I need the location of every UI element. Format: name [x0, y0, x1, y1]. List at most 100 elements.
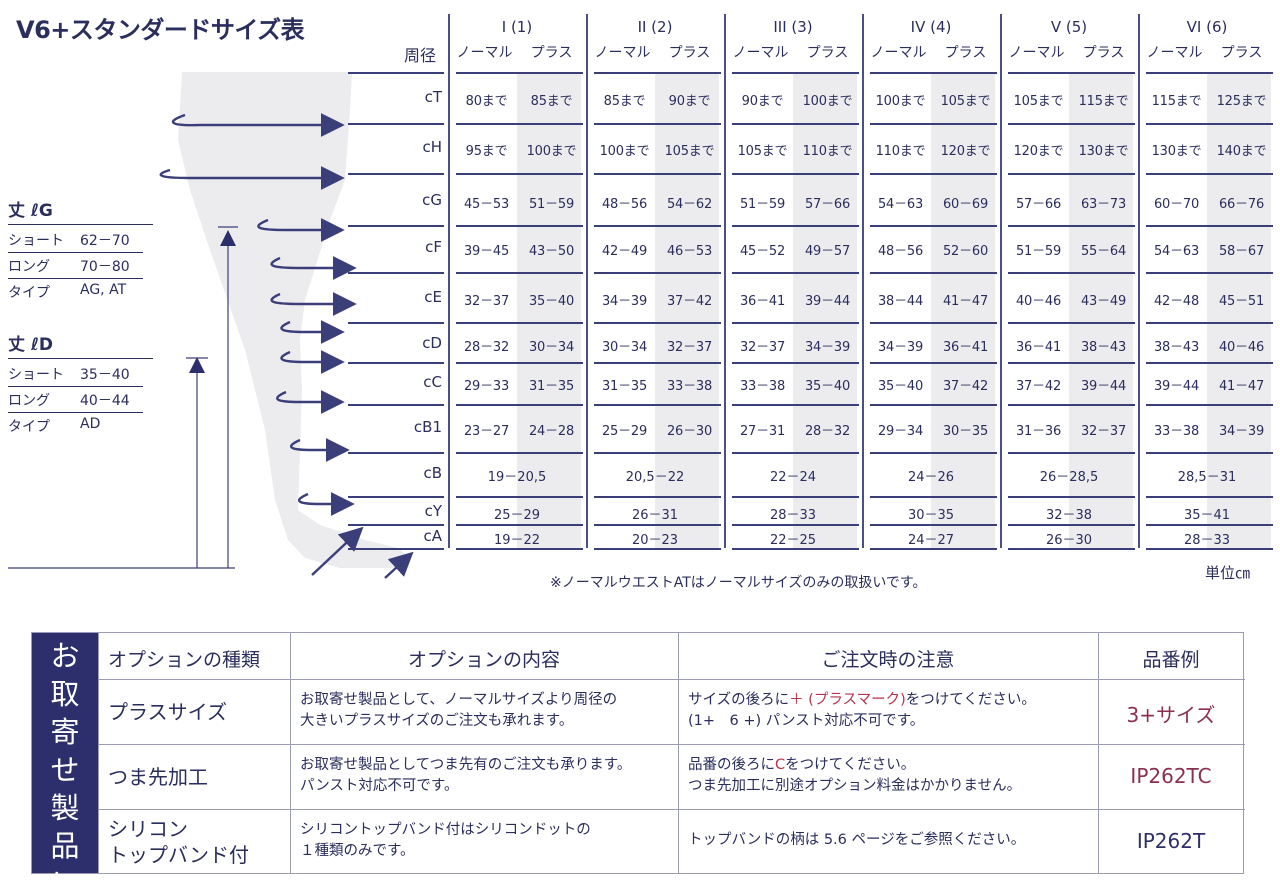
size-cell: 90まで	[668, 94, 711, 109]
size-cell: 120まで	[940, 144, 991, 159]
size-cell: 105まで	[737, 144, 788, 159]
size-cell: 32－37	[1080, 424, 1127, 439]
row-divider	[456, 322, 583, 324]
group-divider	[448, 14, 450, 548]
size-cell: 28－32	[804, 424, 851, 439]
size-cell-merged: 20－23	[631, 533, 679, 548]
size-cell: 33－38	[739, 379, 786, 394]
option-toe-notice: 品番の後ろにCをつけてください。 つま先加工に別途オプション料金はかかりません。	[688, 757, 1022, 794]
length-g-row: タイプ AG, AT	[8, 282, 127, 301]
length-d-title: 丈 ℓD	[8, 335, 54, 355]
circ-arrow-cf	[270, 256, 357, 280]
length-g-block: 丈 ℓG ショート 62－70 ロング 70－80 タイプ AG, AT	[8, 196, 153, 306]
diag-arrow-right	[384, 551, 414, 579]
row-divider	[594, 496, 721, 498]
size-cell: 37－42	[942, 379, 989, 394]
size-cell: 85まで	[530, 94, 573, 109]
circ-arrow-cg	[257, 218, 345, 242]
group-divider	[862, 14, 864, 548]
size-cell: 105まで	[1013, 94, 1064, 109]
size-cell: 37－42	[1015, 379, 1062, 394]
row-divider	[1146, 225, 1273, 227]
size-cell-merged: 24－27	[907, 533, 955, 548]
size-cell: 42－49	[601, 244, 648, 259]
group-divider	[1000, 14, 1002, 548]
size-cell: 60－70	[1153, 197, 1200, 212]
circ-arrow-cb	[289, 438, 350, 462]
row-divider	[732, 452, 859, 454]
row-divider	[1008, 524, 1135, 526]
plus-column-shade	[517, 72, 581, 548]
row-divider	[456, 496, 583, 498]
size-cell-merged: 22－25	[769, 533, 817, 548]
options-header-content: オプションの内容	[407, 649, 560, 671]
size-cell: 41－47	[942, 294, 989, 309]
circ-arrow-cy	[297, 492, 355, 516]
size-cell: 100まで	[599, 144, 650, 159]
row-divider	[732, 72, 859, 74]
size-cell: 100まで	[802, 94, 853, 109]
side-label-char: 製	[50, 791, 80, 825]
size-cell: 58－67	[1218, 244, 1265, 259]
options-header-notice: ご注文時の注意	[821, 649, 955, 671]
row-divider	[456, 404, 583, 406]
plus-header: プラス	[668, 45, 711, 61]
length-d-row: タイプ AD	[8, 416, 101, 435]
options-side-label: お取寄せ製品に	[32, 633, 98, 885]
row-divider	[732, 548, 859, 550]
size-cell: 115まで	[1078, 94, 1129, 109]
size-cell: 32－37	[463, 294, 510, 309]
row-divider	[348, 72, 444, 74]
row-divider	[594, 452, 721, 454]
row-divider	[348, 362, 444, 364]
circ-arrow-cd	[280, 320, 345, 344]
size-cell: 40－46	[1015, 294, 1062, 309]
row-divider	[456, 72, 583, 74]
size-cell: 26－30	[666, 424, 713, 439]
group-header: VI (6)	[1186, 18, 1228, 36]
row-divider	[870, 362, 997, 364]
row-divider	[870, 123, 997, 125]
row-divider	[594, 272, 721, 274]
row-divider	[1008, 123, 1135, 125]
row-divider	[1146, 173, 1273, 175]
size-cell: 32－37	[739, 340, 786, 355]
row-divider	[594, 362, 721, 364]
size-cell: 95まで	[465, 144, 508, 159]
option-silicone-notice: トップバンドの柄は 5.6 ページをご参照ください。	[688, 832, 1026, 848]
row-divider	[594, 225, 721, 227]
row-divider	[348, 322, 444, 324]
row-divider	[1146, 322, 1273, 324]
size-cell: 29－34	[877, 424, 924, 439]
side-label-char: 品	[50, 829, 80, 863]
row-divider	[870, 322, 997, 324]
row-divider	[732, 524, 859, 526]
row-divider	[1008, 272, 1135, 274]
row-divider	[456, 524, 583, 526]
size-cell: 46－53	[666, 244, 713, 259]
size-cell: 37－42	[666, 294, 713, 309]
group-header: I (1)	[501, 18, 533, 36]
size-cell: 29－33	[463, 379, 510, 394]
size-cell: 35－40	[528, 294, 575, 309]
size-cell: 34－39	[601, 294, 648, 309]
size-cell: 33－38	[1153, 424, 1200, 439]
size-cell: 55－64	[1080, 244, 1127, 259]
side-label-char: に	[50, 867, 80, 885]
size-cell-merged: 24－26	[907, 470, 955, 485]
normal-header: ノーマル	[1008, 45, 1065, 61]
size-cell: 43－49	[1080, 294, 1127, 309]
option-plus-size: プラスサイズ	[108, 700, 227, 724]
row-divider	[456, 272, 583, 274]
row-label: cC	[423, 373, 442, 391]
circ-arrow-ct	[171, 113, 345, 137]
row-label: cE	[424, 288, 442, 306]
option-toe: つま先加工	[108, 765, 208, 789]
normal-header: ノーマル	[1146, 45, 1203, 61]
row-label: cF	[425, 238, 442, 256]
length-g-row: ショート 62－70	[8, 233, 130, 249]
circ-arrow-ch	[159, 166, 345, 190]
size-cell: 38－43	[1153, 340, 1200, 355]
group-header: III (3)	[773, 18, 813, 36]
row-divider	[1146, 452, 1273, 454]
